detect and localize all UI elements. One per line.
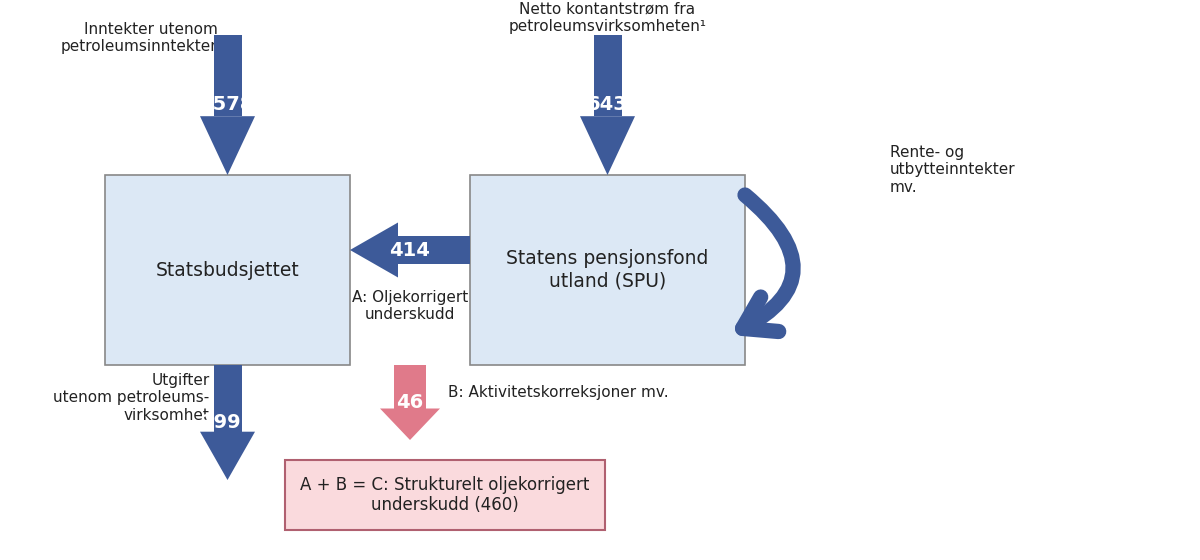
Text: Statens pensjonsfond
utland (SPU): Statens pensjonsfond utland (SPU) (506, 250, 709, 291)
Polygon shape (398, 236, 470, 264)
Text: B: Aktivitetskorreksjoner mv.: B: Aktivitetskorreksjoner mv. (448, 385, 668, 400)
Polygon shape (214, 35, 241, 116)
Text: Netto kontantstrøm fra
petroleumsvirksomheten¹: Netto kontantstrøm fra petroleumsvirksom… (509, 2, 707, 34)
Polygon shape (200, 432, 256, 480)
Polygon shape (470, 175, 745, 365)
Polygon shape (394, 365, 426, 408)
Text: 1991: 1991 (200, 413, 254, 432)
FancyArrowPatch shape (743, 195, 793, 332)
Polygon shape (594, 35, 622, 116)
Polygon shape (200, 116, 256, 175)
Polygon shape (214, 365, 241, 432)
Polygon shape (580, 116, 635, 175)
Polygon shape (380, 408, 440, 440)
Text: A: Oljekorrigert
underskudd: A: Oljekorrigert underskudd (352, 290, 468, 323)
Text: A + B = C: Strukturelt oljekorrigert
underskudd (460): A + B = C: Strukturelt oljekorrigert und… (300, 475, 589, 515)
Polygon shape (286, 460, 605, 530)
Text: 643: 643 (587, 96, 628, 114)
Text: Rente- og
utbytteinntekter
mv.: Rente- og utbytteinntekter mv. (890, 145, 1015, 195)
Text: 452: 452 (827, 271, 864, 289)
Text: 46: 46 (396, 393, 424, 412)
Text: Statsbudsjettet: Statsbudsjettet (156, 260, 299, 279)
Text: Utgifter
utenom petroleums-
virksomhet: Utgifter utenom petroleums- virksomhet (53, 373, 210, 423)
Polygon shape (106, 175, 350, 365)
Polygon shape (350, 222, 398, 278)
Text: 1578: 1578 (200, 96, 254, 114)
Text: 414: 414 (390, 240, 431, 259)
Text: Inntekter utenom
petroleumsinntekter: Inntekter utenom petroleumsinntekter (61, 22, 217, 54)
